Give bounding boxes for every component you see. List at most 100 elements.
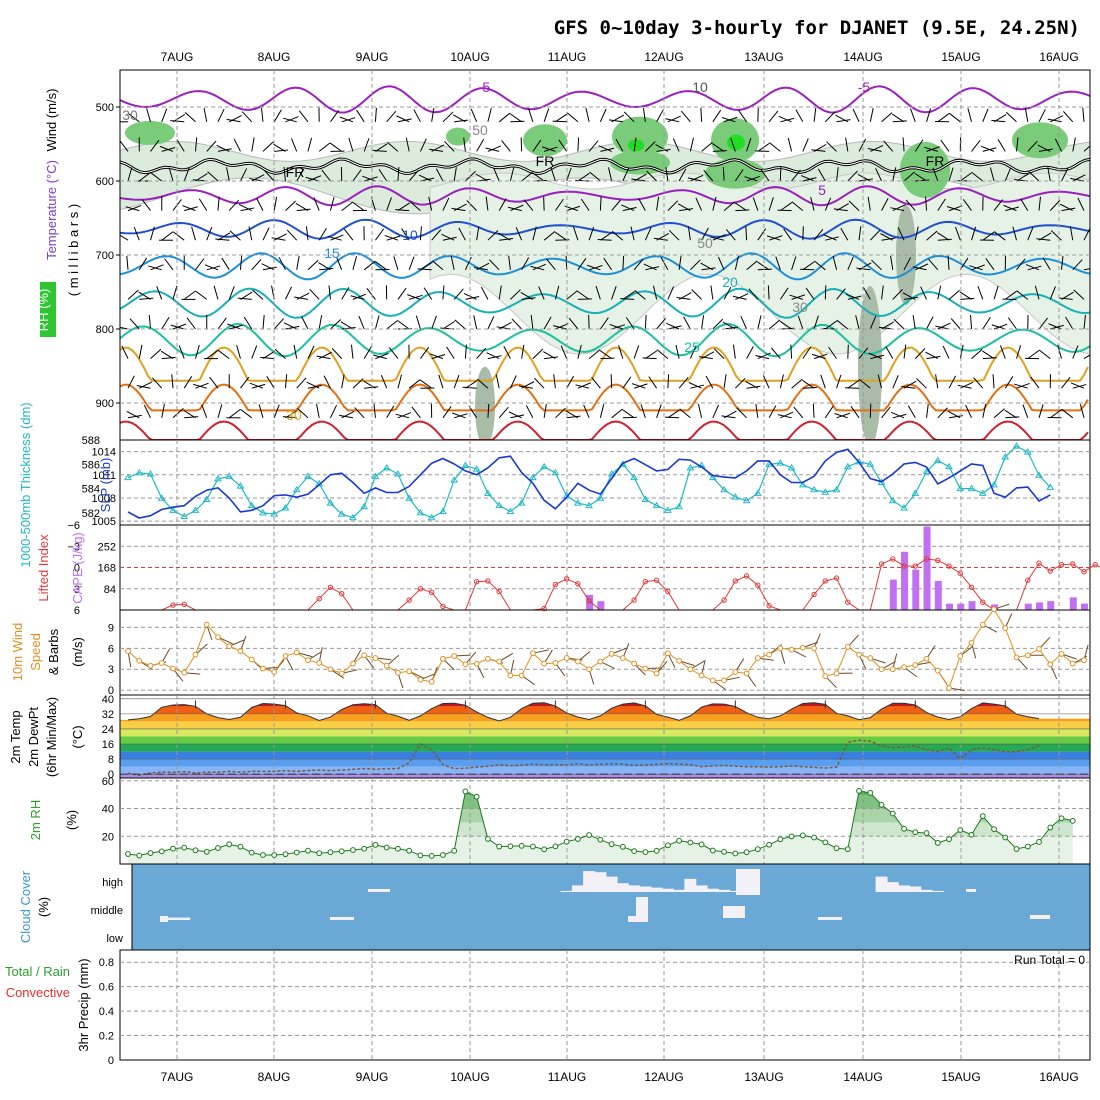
wind-barb-41-520 — [585, 108, 590, 122]
wind-barb-49-680 — [668, 229, 680, 241]
li-marker-67 — [878, 561, 885, 567]
wind-barb-11-680 — [248, 226, 253, 241]
thickness-marker-38 — [551, 468, 560, 476]
wind-barb-1-640 — [125, 206, 140, 212]
wind-barb-33-720 — [489, 259, 500, 271]
wind-barb-23-640 — [386, 197, 392, 211]
rh2m-marker-27 — [428, 853, 435, 859]
slp-ytick-1008: 1008 — [92, 493, 116, 505]
rh-ytick-20: 20 — [102, 831, 114, 843]
wind-barb-36-880 — [518, 385, 533, 389]
thickness-marker-64 — [843, 462, 852, 470]
rh2m-marker-13 — [271, 852, 278, 858]
thickness-marker-48 — [663, 506, 672, 513]
wind-barb-73-560 — [940, 139, 950, 152]
wind-barb-28-880 — [438, 374, 444, 389]
wind-barb-33-920 — [498, 406, 509, 419]
wind-barb-35-760 — [521, 297, 536, 300]
wind-barb-45-920 — [622, 409, 635, 419]
wind-barb-52-840 — [698, 356, 713, 360]
wind-barb-56-840 — [757, 352, 771, 360]
wind-barb-68-560 — [883, 140, 894, 152]
wind-barb-22-840 — [375, 352, 389, 360]
wind-barb-85-840 — [1083, 354, 1090, 360]
cloud-high-cell-54 — [729, 890, 742, 892]
cloud-patch-2 — [628, 916, 648, 922]
wind-barb-54-920 — [721, 415, 736, 419]
wind-barb-49-880 — [678, 377, 689, 389]
wind10-marker-0 — [125, 648, 131, 655]
wind-barb-15-840 — [293, 344, 298, 359]
wind-barb-34-560 — [501, 140, 511, 152]
wind-barb-85-640 — [1077, 197, 1085, 211]
rh2m-marker-0 — [125, 851, 131, 857]
temp-ytick-16: 16 — [102, 739, 114, 751]
bottom-date-axis: 7AUG 8AUG 9AUG 10AUG 11AUG 12AUG 13AUG 14AUG 15A… — [161, 1070, 1079, 1084]
temp-ytick-24: 24 — [102, 724, 114, 736]
rh-legend-swatch — [40, 282, 56, 337]
wind-barb-84-640 — [1060, 203, 1073, 212]
wind-barb-50-800 — [683, 316, 691, 330]
slp-line — [127, 448, 1051, 519]
rh2m-marker-68 — [889, 810, 896, 817]
wind-barb-36-640 — [523, 199, 534, 211]
wind-barb-39-680 — [554, 231, 567, 241]
wind-barb-61-880 — [802, 379, 815, 389]
rh2m-marker-48 — [664, 842, 671, 849]
wind-barb-82-760 — [1049, 286, 1056, 300]
wind-barb-19-680 — [328, 236, 342, 241]
wind-barb-85-760 — [1073, 289, 1085, 300]
thickness-marker-0 — [124, 473, 132, 481]
cape-bar-74 — [957, 603, 965, 610]
wind-barb-22-680 — [375, 228, 385, 241]
wind-barb-14-560 — [273, 143, 286, 152]
rh2m-marker-52 — [709, 847, 716, 854]
rh-ytick-60: 60 — [102, 776, 114, 788]
thickness-marker-9 — [225, 472, 234, 479]
wind-barb-12-520 — [261, 107, 264, 122]
wind-barb-20-800 — [340, 321, 354, 330]
wind-barb-66-600 — [857, 173, 871, 182]
wind-barb-9-640 — [228, 199, 239, 211]
thickness-marker-3 — [157, 494, 166, 501]
wind-barb-37-760 — [538, 286, 545, 300]
wind-barb-10-600 — [240, 168, 248, 182]
rh2m-marker-79 — [1013, 846, 1020, 852]
wind-barb-53-720 — [717, 256, 725, 271]
wind-barb-61-920 — [812, 403, 815, 418]
wind-barb-43-760 — [611, 285, 617, 300]
wind-barb-60-560 — [802, 138, 809, 152]
thickness-marker-13 — [270, 510, 279, 517]
wind-barb-36-520 — [528, 108, 534, 122]
rh-dark-0 — [475, 366, 495, 440]
li-marker-81 — [1036, 560, 1042, 566]
wind-barb-43-920 — [611, 408, 623, 419]
rh2m-marker-5 — [181, 844, 188, 851]
rh2m-marker-2 — [147, 850, 154, 856]
wind-barb-56-680 — [757, 228, 767, 241]
wind-barb-25-640 — [395, 209, 410, 212]
wind-barb-22-920 — [373, 403, 376, 418]
li-marker-5 — [181, 601, 187, 608]
wind10-marker-73 — [946, 685, 952, 691]
wind-barb-81-800 — [1038, 317, 1049, 330]
thickness-marker-20 — [349, 513, 357, 521]
wind-barb-28-640 — [442, 197, 450, 211]
rh2m-marker-25 — [406, 847, 413, 854]
wind-barb-78-840 — [1000, 345, 1006, 359]
wind-barb-68-680 — [880, 233, 894, 241]
wind-barb-78-560 — [997, 139, 1006, 152]
wind10-marker-24 — [395, 669, 401, 676]
thick-ytick-588: 588 — [82, 435, 100, 447]
wind-barb-4-560 — [159, 145, 174, 152]
wind-barb-48-560 — [655, 144, 669, 152]
cape-ytick-252: 252 — [98, 541, 116, 553]
wind-barb-51-680 — [701, 227, 709, 241]
wind-barb-46-520 — [642, 107, 646, 122]
cloud-label-low: low — [106, 933, 123, 945]
wind10-marker-57 — [766, 651, 772, 658]
wind-barb-64-680 — [840, 227, 849, 241]
wind-ytick-9: 9 — [108, 622, 114, 634]
thickness-marker-78 — [1001, 453, 1010, 460]
wind-barb-28-920 — [442, 406, 452, 419]
